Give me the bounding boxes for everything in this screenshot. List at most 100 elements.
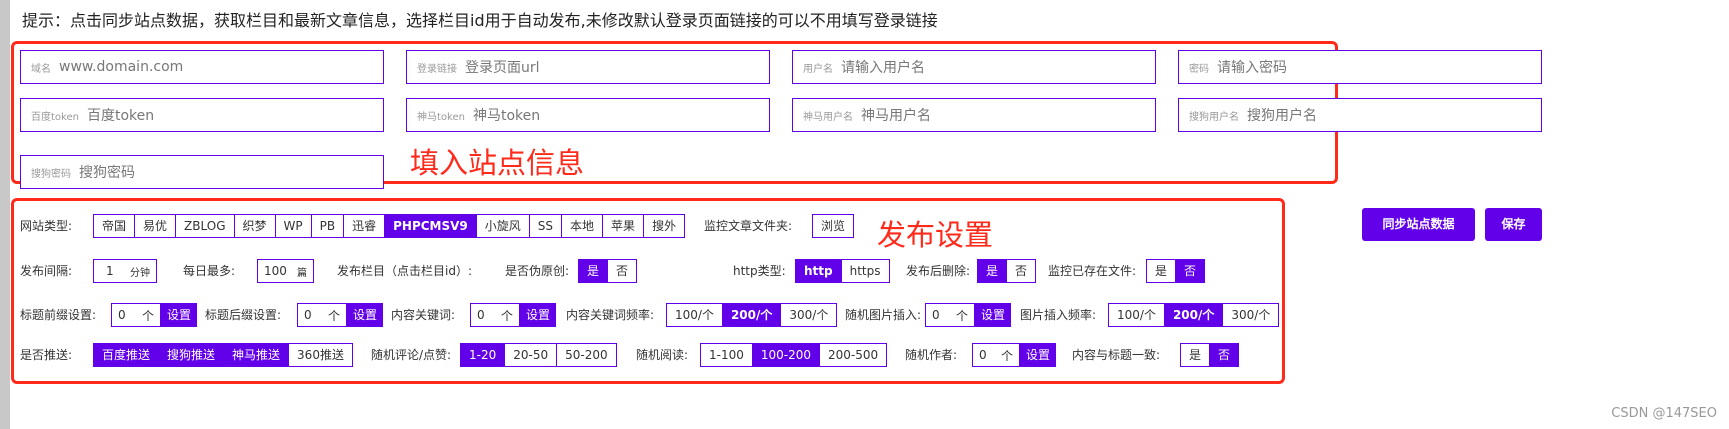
publish-settings-highlight xyxy=(11,198,1285,384)
frequency-option[interactable]: 100/个 xyxy=(675,308,714,322)
field-label: 神马用户名 xyxy=(803,111,853,123)
read-option[interactable]: 200-500 xyxy=(819,344,886,366)
content-keyword-input[interactable]: 0 个设置 xyxy=(470,303,557,327)
title-suffix-input[interactable]: 0 个设置 xyxy=(297,303,384,327)
browse-button[interactable]: 浏览 xyxy=(812,214,855,238)
field-input-placeholder[interactable]: 请输入用户名 xyxy=(841,60,925,76)
author-value[interactable]: 0 xyxy=(979,348,987,362)
monitor-existing-label: 监控已存在文件: xyxy=(1048,264,1137,278)
set-button[interactable]: 设置 xyxy=(347,303,384,327)
pseudo-yes[interactable]: 是 xyxy=(579,260,608,282)
title-suffix-label: 标题后缀设置: xyxy=(205,308,282,322)
count-value[interactable]: 0 xyxy=(118,308,126,322)
browse-label[interactable]: 浏览 xyxy=(821,219,846,233)
save-button[interactable]: 保存 xyxy=(1485,208,1542,241)
keyword-frequency-group: 100/个 200/个 300/个 xyxy=(666,303,838,327)
read-option[interactable]: 100-200 xyxy=(751,344,820,366)
set-button[interactable]: 设置 xyxy=(975,303,1012,327)
site-type-option[interactable]: 苹果 xyxy=(602,215,643,237)
field-input-placeholder[interactable]: 神马token xyxy=(472,108,541,124)
monitor-existing-toggle: 是否 xyxy=(1146,259,1206,283)
delete-yes[interactable]: 是 xyxy=(978,260,1007,282)
push-sogou[interactable]: 搜狗推送 xyxy=(158,344,224,366)
http-type-toggle: http https xyxy=(795,259,890,283)
comment-option[interactable]: 50-200 xyxy=(556,344,616,366)
count-value[interactable]: 0 xyxy=(304,308,312,322)
delete-no[interactable]: 否 xyxy=(1006,260,1035,282)
publish-column-label: 发布栏目（点击栏目id）: xyxy=(337,264,472,278)
daily-max-value[interactable]: 100 xyxy=(264,264,287,278)
field-label: 神马token xyxy=(417,111,465,123)
site-type-option[interactable]: ZBLOG xyxy=(175,215,233,237)
http-option[interactable]: http xyxy=(796,260,841,282)
site-field[interactable]: 密码 请输入密码 xyxy=(1178,50,1542,84)
title-prefix-label: 标题前缀设置: xyxy=(20,308,97,322)
random-author-label: 随机作者: xyxy=(905,348,958,362)
match-yes[interactable]: 是 xyxy=(1189,348,1202,362)
sync-site-data-button[interactable]: 同步站点数据 xyxy=(1362,208,1475,241)
site-field[interactable]: 百度token 百度token xyxy=(20,98,384,132)
site-type-group: 帝国 易优 ZBLOG 织梦 WP PB 迅睿 PHPCMSV9 小旋风 SS 本地 苹果 搜外 xyxy=(93,214,686,238)
daily-max-input[interactable]: 100 篇 xyxy=(257,259,314,283)
frequency-option[interactable]: 200/个 xyxy=(1163,304,1223,326)
frequency-option[interactable]: 100/个 xyxy=(1117,308,1156,322)
count-unit: 个 xyxy=(955,308,968,323)
set-button[interactable]: 设置 xyxy=(520,303,557,327)
site-type-option[interactable]: 织梦 xyxy=(233,215,275,237)
count-value[interactable]: 0 xyxy=(477,308,485,322)
field-input-placeholder[interactable]: 登录页面url xyxy=(465,60,540,76)
delete-after-toggle: 是否 xyxy=(977,259,1037,283)
field-input-placeholder[interactable]: 搜狗用户名 xyxy=(1247,108,1317,124)
site-type-option[interactable]: SS xyxy=(528,215,561,237)
frequency-option[interactable]: 200/个 xyxy=(721,304,781,326)
site-type-option[interactable]: WP xyxy=(274,215,311,237)
push-shenma[interactable]: 神马推送 xyxy=(223,344,289,366)
interval-value[interactable]: 1 xyxy=(106,264,114,278)
set-button[interactable]: 设置 xyxy=(161,303,198,327)
author-set-button[interactable]: 设置 xyxy=(1020,343,1057,367)
site-field[interactable]: 神马token 神马token xyxy=(406,98,770,132)
title-prefix-input[interactable]: 0 个设置 xyxy=(111,303,198,327)
random-author-input[interactable]: 0 个设置 xyxy=(972,343,1057,367)
field-input-placeholder[interactable]: 搜狗密码 xyxy=(79,165,135,181)
frequency-option[interactable]: 300/个 xyxy=(1222,304,1278,326)
monitor-no[interactable]: 否 xyxy=(1175,260,1205,282)
field-label: 搜狗密码 xyxy=(31,168,71,180)
random-image-input[interactable]: 0 个设置 xyxy=(925,303,1012,327)
monitor-yes[interactable]: 是 xyxy=(1155,264,1168,278)
site-field[interactable]: 搜狗用户名 搜狗用户名 xyxy=(1178,98,1542,132)
pseudo-no[interactable]: 否 xyxy=(607,260,636,282)
site-type-option[interactable]: PHPCMSV9 xyxy=(384,215,476,237)
site-field[interactable]: 登录链接 登录页面url xyxy=(406,50,770,84)
field-input-placeholder[interactable]: 请输入密码 xyxy=(1217,60,1287,76)
site-type-option[interactable]: 搜外 xyxy=(643,215,684,237)
field-input-placeholder[interactable]: 神马用户名 xyxy=(861,108,931,124)
content-keyword-label: 内容关键词: xyxy=(391,308,456,322)
monitor-folder-label: 监控文章文件夹: xyxy=(704,219,793,233)
count-unit: 个 xyxy=(500,308,513,323)
site-field[interactable]: 神马用户名 神马用户名 xyxy=(792,98,1156,132)
site-type-option[interactable]: 迅睿 xyxy=(343,215,384,237)
push-baidu[interactable]: 百度推送 xyxy=(94,344,159,366)
interval-input[interactable]: 1 分钟 xyxy=(93,259,157,283)
site-type-option[interactable]: PB xyxy=(310,215,343,237)
daily-max-label: 每日最多: xyxy=(183,264,236,278)
read-option[interactable]: 1-100 xyxy=(709,348,744,362)
field-input-placeholder[interactable]: www.domain.com xyxy=(59,59,184,75)
site-field[interactable]: 搜狗密码 搜狗密码 xyxy=(20,155,384,189)
comment-option[interactable]: 1-20 xyxy=(461,344,505,366)
frequency-option[interactable]: 300/个 xyxy=(780,304,836,326)
match-no[interactable]: 否 xyxy=(1209,344,1239,366)
field-input-placeholder[interactable]: 百度token xyxy=(86,108,155,124)
site-type-option[interactable]: 易优 xyxy=(134,215,175,237)
push-360[interactable]: 360推送 xyxy=(288,344,352,366)
site-field[interactable]: 用户名 请输入用户名 xyxy=(792,50,1156,84)
site-field[interactable]: 域名 www.domain.com xyxy=(20,50,384,84)
site-type-option[interactable]: 帝国 xyxy=(102,219,127,233)
site-type-option[interactable]: 小旋风 xyxy=(475,215,529,237)
count-value[interactable]: 0 xyxy=(932,308,940,322)
https-option[interactable]: https xyxy=(840,260,889,282)
scrollbar[interactable] xyxy=(0,0,10,429)
site-type-option[interactable]: 本地 xyxy=(561,215,602,237)
comment-option[interactable]: 20-50 xyxy=(504,344,556,366)
